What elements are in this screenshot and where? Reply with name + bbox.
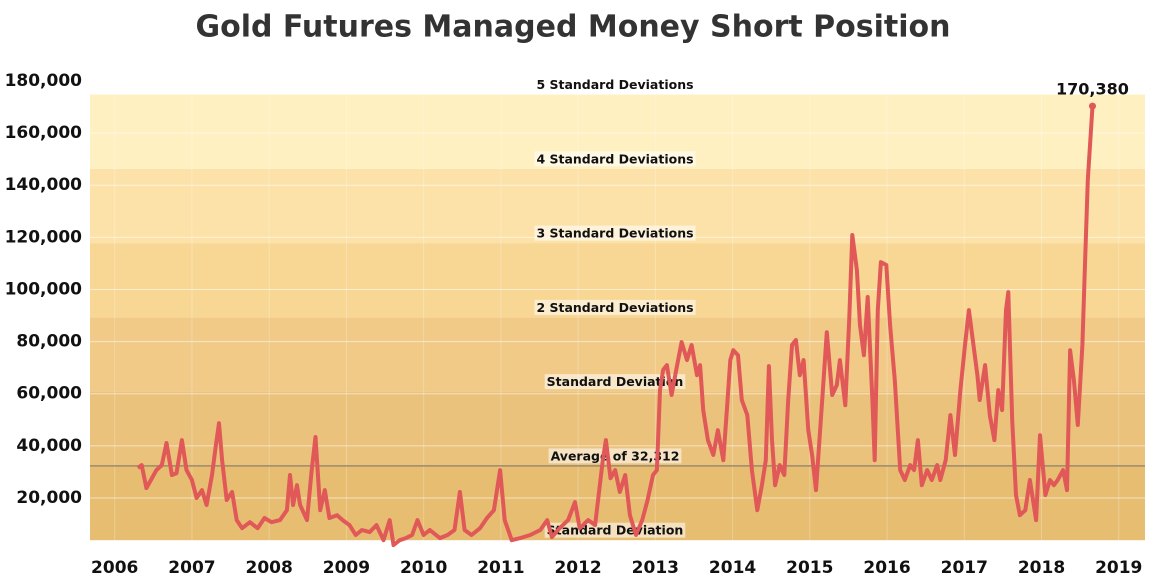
x-tick-label: 2011	[477, 558, 524, 578]
series-line	[136, 105, 1095, 548]
reference-label-text: Standard Deviation	[547, 374, 684, 389]
y-tick-label: 20,000	[16, 488, 82, 508]
reference-label: 2 Standard Deviations	[534, 299, 696, 315]
x-tick-label: 2007	[168, 558, 215, 578]
y-tick-label: 120,000	[5, 227, 83, 247]
y-tick-label: 140,000	[5, 175, 83, 195]
x-tick-label: 2012	[554, 558, 601, 578]
reference-label-bg	[534, 151, 696, 167]
reference-label: Average of 32,312	[548, 448, 682, 464]
reference-label-bg	[544, 374, 686, 390]
reference-label: 3 Standard Deviations	[534, 225, 696, 241]
y-tick-label: 160,000	[5, 123, 83, 143]
chart-title: Gold Futures Managed Money Short Positio…	[195, 10, 950, 45]
x-tick-label: 2018	[1018, 558, 1065, 578]
y-tick-label: 180,000	[5, 71, 83, 91]
reference-label-text: 4 Standard Deviations	[536, 151, 693, 166]
x-tick-label: 2014	[709, 558, 756, 578]
x-tick-label: 2013	[632, 558, 679, 578]
x-tick-label: 2006	[91, 558, 138, 578]
x-tick-label: 2008	[246, 558, 293, 578]
reference-label-bg	[534, 77, 696, 93]
y-tick-label: 80,000	[16, 332, 82, 352]
reference-label-bg	[534, 225, 696, 241]
reference-label-bg	[534, 299, 696, 315]
reference-label: Standard Deviation	[544, 374, 686, 390]
data-label: 170,380	[1056, 80, 1129, 99]
x-tick-label: 2009	[323, 558, 370, 578]
y-tick-label: 60,000	[16, 384, 82, 404]
x-tick-label: 2010	[400, 558, 447, 578]
x-tick-label: 2016	[863, 558, 910, 578]
reference-label-text: 2 Standard Deviations	[536, 300, 693, 315]
reference-label-text: 5 Standard Deviations	[536, 77, 693, 92]
reference-label-bg	[548, 448, 682, 464]
reference-label-text: 3 Standard Deviations	[536, 226, 693, 241]
x-tick-label: 2017	[941, 558, 988, 578]
point-marker	[1088, 102, 1096, 110]
reference-label-text: Average of 32,312	[551, 448, 680, 463]
y-tick-label: 40,000	[16, 436, 82, 456]
reference-label: 5 Standard Deviations	[534, 77, 696, 93]
reference-label-text: Standard Deviation	[547, 523, 684, 538]
y-tick-label: 100,000	[5, 279, 83, 299]
x-tick-label: 2015	[786, 558, 833, 578]
x-tick-label: 2019	[1095, 558, 1142, 578]
reference-label: 4 Standard Deviations	[534, 151, 696, 167]
